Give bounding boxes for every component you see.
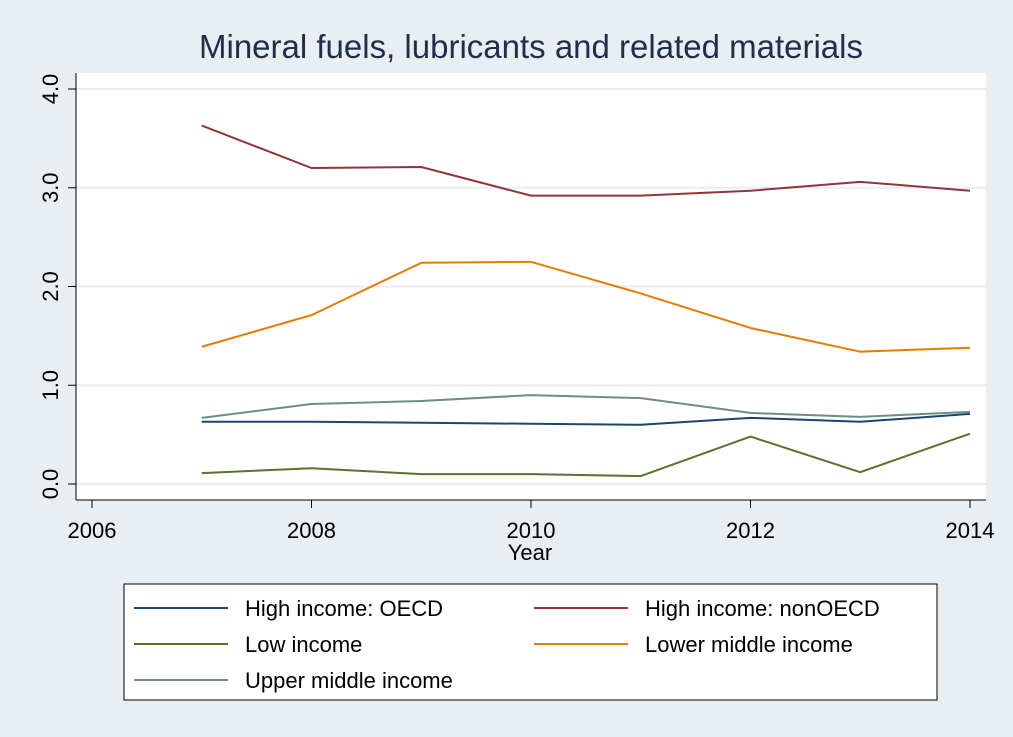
series-line-5 <box>201 394 971 419</box>
x-tick-label: 2006 <box>68 518 117 543</box>
legend-label-3: Low income <box>245 632 362 657</box>
legend-label-5: Upper middle income <box>245 668 453 693</box>
y-tick-label: 0.0 <box>38 469 63 500</box>
y-ticks: 0.0 1.0 2.0 3.0 4.0 <box>38 74 76 500</box>
y-tick-label: 4.0 <box>38 74 63 105</box>
x-tick-label: 2014 <box>946 518 995 543</box>
gridlines <box>76 88 986 485</box>
series-line-2 <box>201 124 971 197</box>
series-lines <box>201 124 971 478</box>
x-tick-label: 2010 <box>507 518 556 543</box>
legend-label-1: High income: OECD <box>245 596 443 621</box>
x-tick-label: 2008 <box>287 518 336 543</box>
legend-box <box>123 583 938 701</box>
x-ticks: 2006 2008 2010 2012 2014 <box>68 500 995 543</box>
series-line-4 <box>201 260 971 353</box>
y-tick-label: 1.0 <box>38 370 63 401</box>
legend-label-2: High income: nonOECD <box>645 596 880 621</box>
chart-title: Mineral fuels, lubricants and related ma… <box>199 28 863 65</box>
legend-label-4: Lower middle income <box>645 632 853 657</box>
legend: High income: OECD High income: nonOECD Low… <box>134 596 880 693</box>
series-line-3 <box>201 432 971 478</box>
y-tick-label: 3.0 <box>38 172 63 203</box>
y-tick-label: 2.0 <box>38 271 63 302</box>
x-tick-label: 2012 <box>726 518 775 543</box>
series-line-1 <box>201 412 971 426</box>
x-axis-title: Year <box>508 540 552 565</box>
